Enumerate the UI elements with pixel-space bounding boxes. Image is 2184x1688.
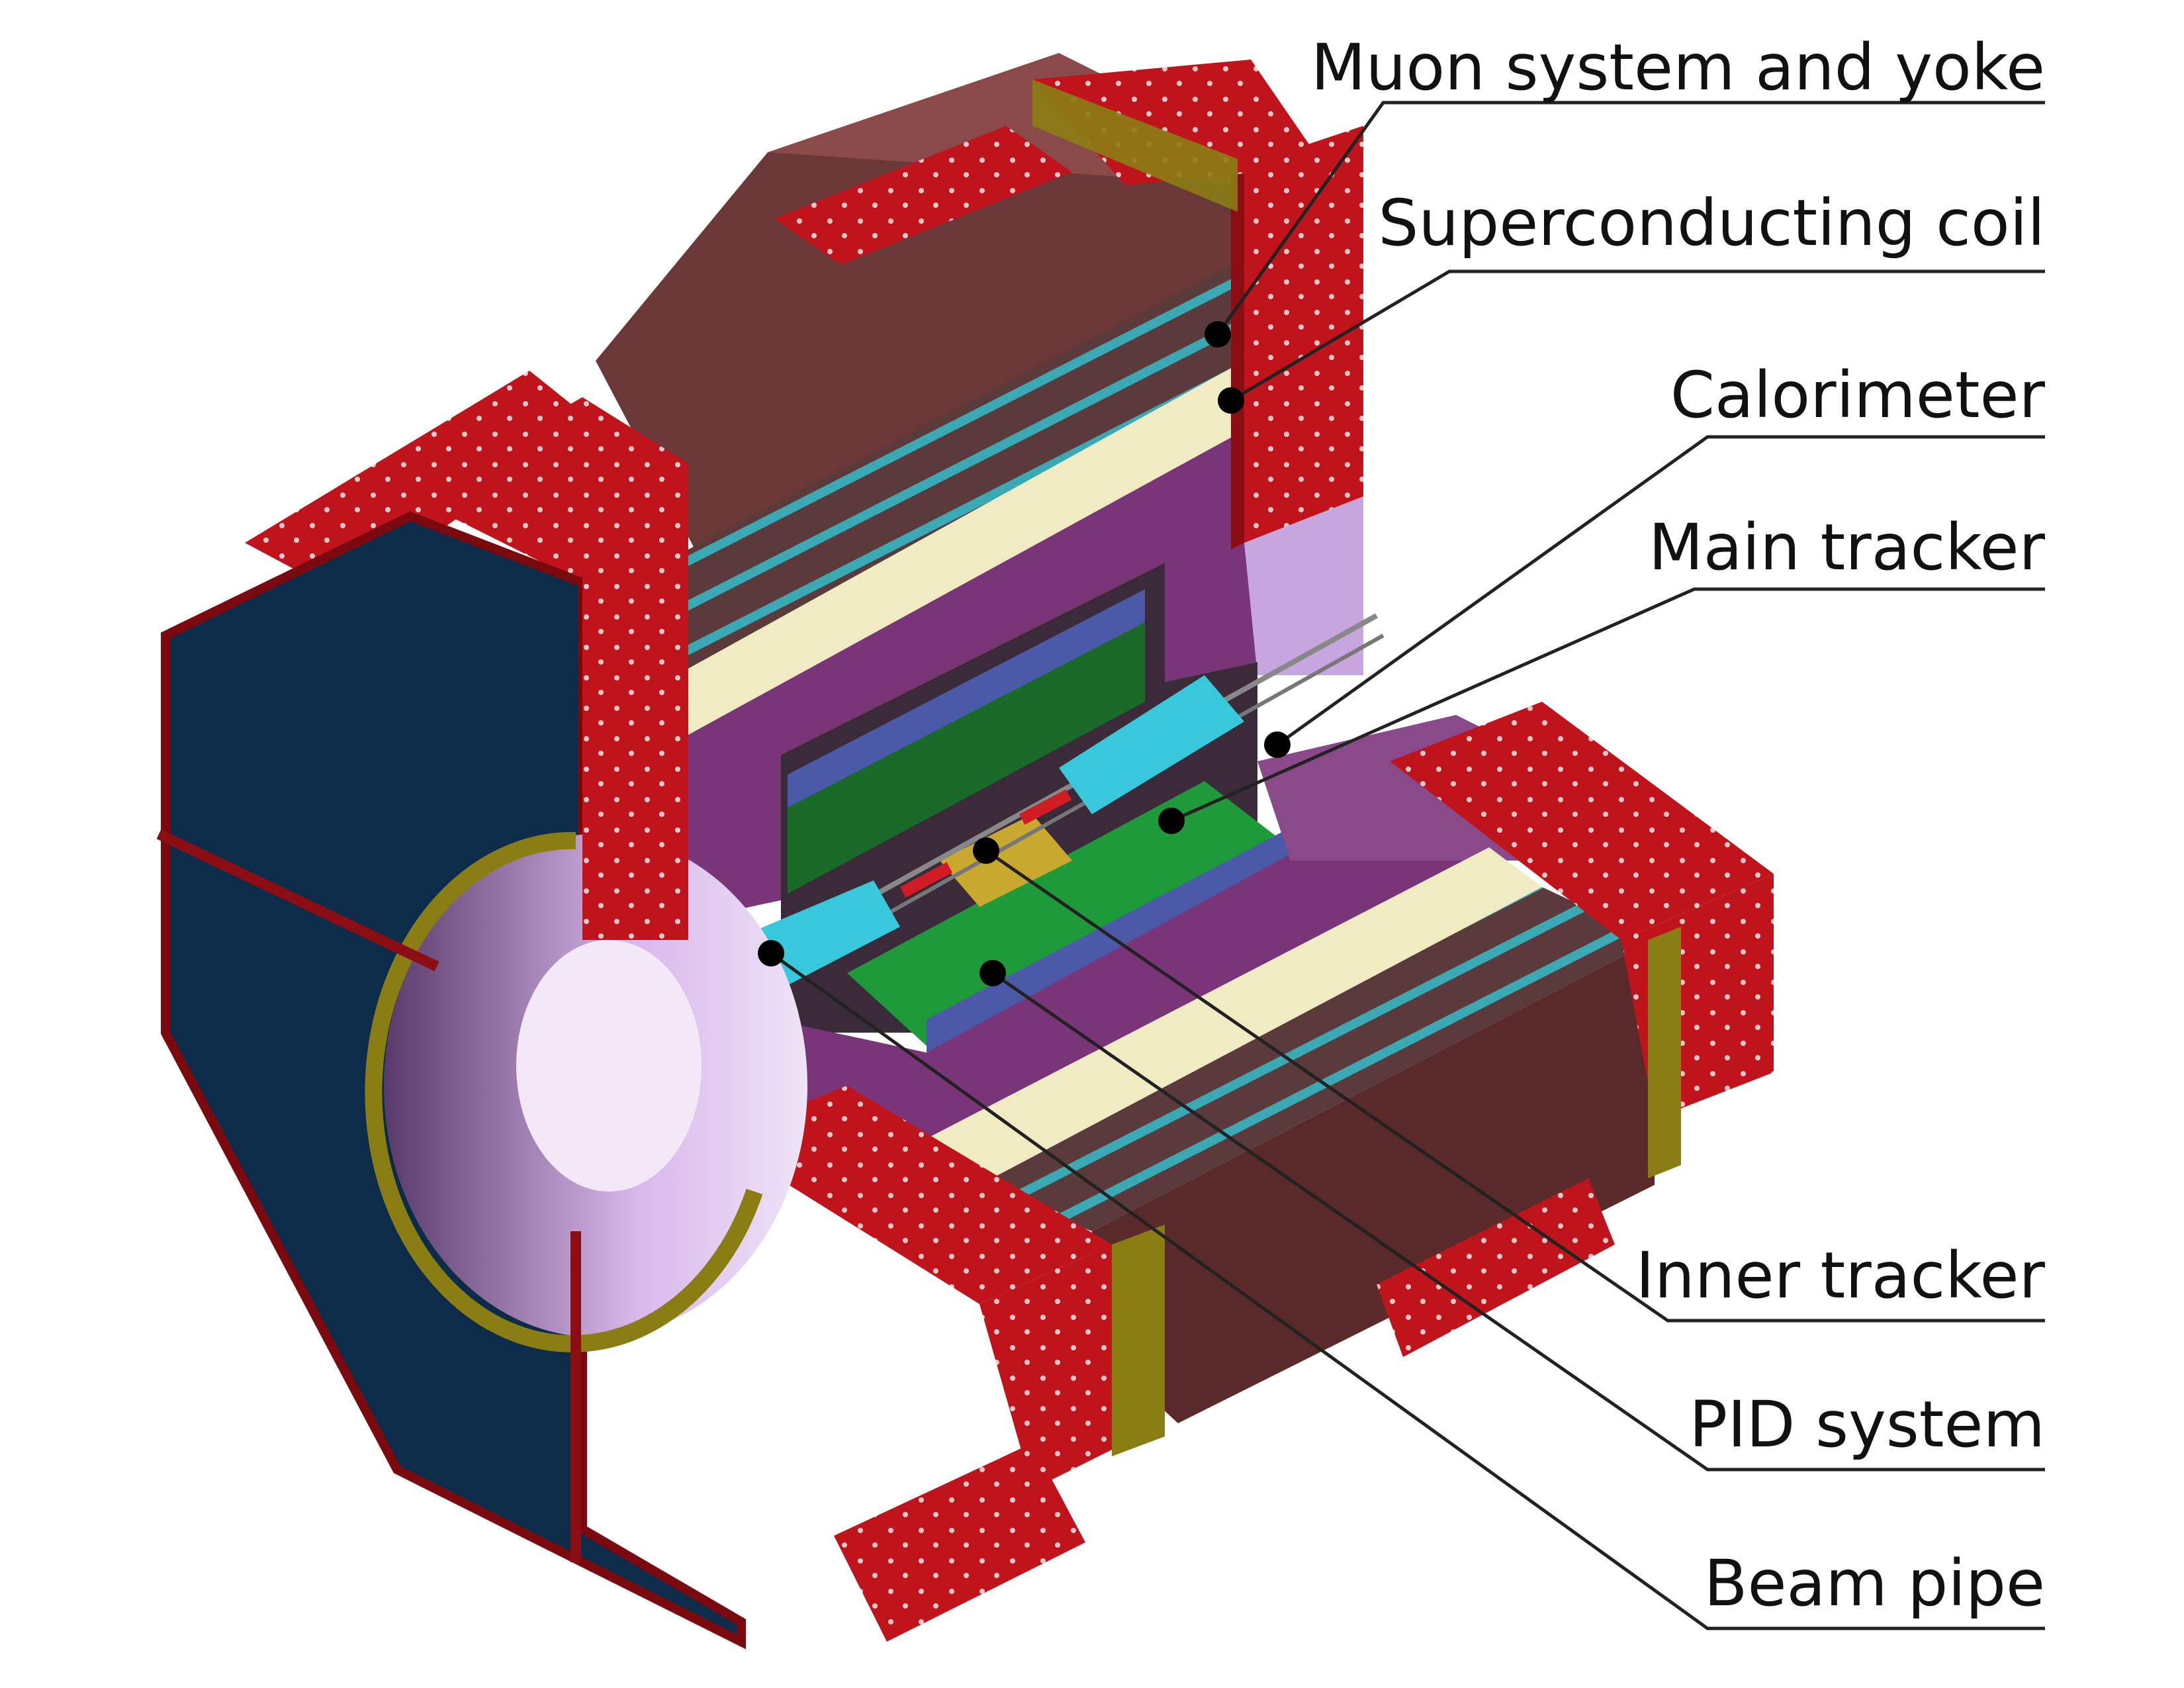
coil-lower <box>927 847 1542 1185</box>
callout-coil: Superconducting coil <box>1218 186 2045 414</box>
main-tracker-upper-strip <box>788 589 1145 808</box>
yoke-bottom-left <box>715 1086 1112 1304</box>
calorimeter-lower <box>741 814 1522 1165</box>
beam-pipe-red-1 <box>899 862 953 898</box>
yoke-bottom-base <box>834 1443 1085 1642</box>
muon-layers-lower <box>979 887 1655 1231</box>
callout-inner-tracker: Inner tracker <box>973 837 2046 1323</box>
dot-muon <box>1205 321 1231 348</box>
leader-beam-pipe <box>770 951 2045 1630</box>
label-inner-tracker: Inner tracker <box>1636 1239 2046 1313</box>
yoke-left-column <box>582 516 688 940</box>
detector-body <box>156 53 1774 1650</box>
label-calorimeter: Calorimeter <box>1670 358 2046 432</box>
label-muon: Muon system and yoke <box>1311 30 2045 105</box>
pid-cone-back <box>1059 675 1244 814</box>
leader-main-tracker <box>1170 587 2045 823</box>
muon-layers-upper <box>688 258 1244 669</box>
endcap-bore-inner <box>516 940 702 1192</box>
dot-main-tracker <box>1158 808 1185 834</box>
flange-bottom <box>1112 1225 1165 1456</box>
endcap-flange-ring <box>365 831 763 1352</box>
yoke-left-top <box>245 371 596 596</box>
label-main-tracker: Main tracker <box>1649 510 2046 585</box>
callout-main-tracker: Main tracker <box>1158 510 2046 834</box>
leader-pid <box>991 971 2045 1472</box>
endcap-seam-horizontal <box>156 829 439 972</box>
dot-coil <box>1218 387 1244 414</box>
barrel-lower-front <box>1092 940 1655 1423</box>
callout-muon: Muon system and yoke <box>1205 30 2045 348</box>
beam-pipe-red-2 <box>1019 789 1072 825</box>
dot-beam-pipe <box>758 940 784 966</box>
label-pid: PID system <box>1689 1387 2045 1462</box>
dot-inner-tracker <box>973 837 999 864</box>
callout-beam-pipe: Beam pipe <box>758 940 2045 1630</box>
yoke-right-upper <box>1244 126 1363 543</box>
callouts: Muon system and yoke Superconducting coi… <box>758 30 2046 1630</box>
yoke-top-left <box>774 126 1072 265</box>
callout-calorimeter: Calorimeter <box>1264 358 2046 758</box>
bore-right-upper <box>1244 496 1363 675</box>
label-coil: Superconducting coil <box>1378 186 2045 260</box>
yoke-bottom-right <box>1377 1178 1615 1357</box>
main-tracker-lower-strip <box>927 827 1291 1053</box>
leader-muon <box>1216 101 2045 336</box>
leader-calorimeter <box>1276 435 2045 747</box>
flange-top <box>1032 79 1238 212</box>
dot-calorimeter <box>1264 731 1291 758</box>
flange-right-lower <box>1648 927 1681 1178</box>
dot-pid <box>979 960 1006 986</box>
yoke-right-upper-edge <box>1231 165 1244 549</box>
main-tracker-back <box>788 596 1145 894</box>
leader-coil <box>1230 269 2045 402</box>
calorimeter-upper <box>688 430 1257 920</box>
inner-tracker-block <box>940 814 1072 907</box>
label-beam-pipe: Beam pipe <box>1704 1546 2045 1620</box>
leader-inner-tracker <box>985 849 2045 1323</box>
callout-pid: PID system <box>979 960 2045 1472</box>
coil-upper <box>688 361 1244 735</box>
main-tracker-floor <box>847 781 1291 1046</box>
yoke-right-lower-top <box>1390 702 1774 940</box>
